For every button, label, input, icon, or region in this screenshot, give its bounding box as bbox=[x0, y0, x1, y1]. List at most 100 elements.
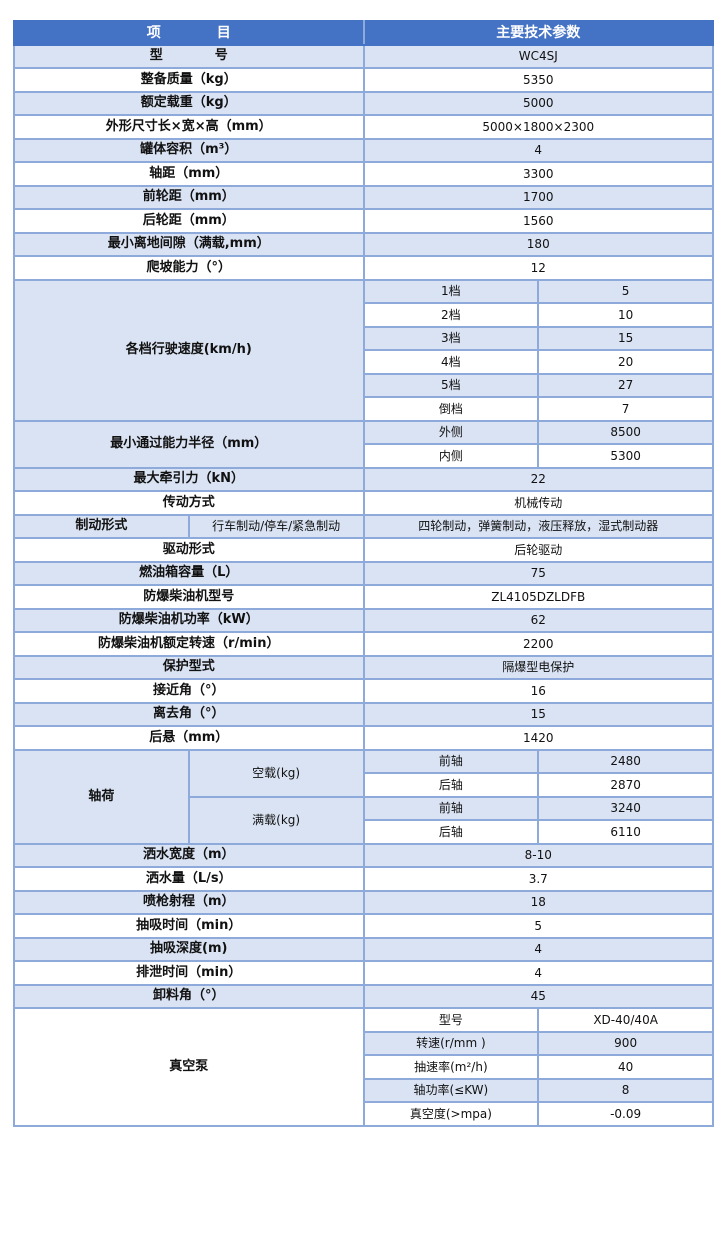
spec-value: 2480 bbox=[537, 748, 714, 774]
spec-label: 防爆柴油机额定转速（r/min） bbox=[13, 631, 365, 657]
table-row: 型 号 WC4SJ bbox=[13, 43, 714, 69]
spec-value: WC4SJ bbox=[362, 43, 714, 69]
table-row: 防爆柴油机型号 ZL4105DZLDFB bbox=[13, 584, 714, 610]
table-row: 额定载重（kg） 5000 bbox=[13, 90, 714, 116]
table-row: 真空泵 型号 XD-40/40A bbox=[13, 1007, 714, 1127]
spec-label: 驱动形式 bbox=[13, 537, 365, 563]
spec-value: 900 bbox=[537, 1030, 714, 1056]
spec-value: 1560 bbox=[362, 208, 714, 234]
spec-value: 180 bbox=[362, 231, 714, 257]
table-row: 抽吸深度(m) 4 bbox=[13, 936, 714, 962]
spec-value: 4 bbox=[362, 936, 714, 962]
spec-value: 5000 bbox=[362, 90, 714, 116]
table-row: 接近角（°） 16 bbox=[13, 678, 714, 704]
spec-label: 接近角（°） bbox=[13, 678, 365, 704]
spec-value: 20 bbox=[537, 349, 714, 375]
table-row: 3档 15 bbox=[14, 325, 714, 351]
spec-label: 额定载重（kg） bbox=[13, 90, 365, 116]
table-row: 驱动形式 后轮驱动 bbox=[13, 537, 714, 563]
spec-value: 5 bbox=[362, 913, 714, 939]
table-header-row: 项 目 主要技术参数 bbox=[13, 20, 714, 46]
spec-value: 行车制动/停车/紧急制动 bbox=[187, 513, 365, 539]
spec-label: 整备质量（kg） bbox=[13, 67, 365, 93]
spec-value: 真空度(>mpa) bbox=[362, 1101, 540, 1127]
spec-label: 防爆柴油机功率（kW） bbox=[13, 607, 365, 633]
spec-value: 四轮制动，弹簧制动，液压释放，湿式制动器 bbox=[362, 513, 714, 539]
spec-value: 前轴 bbox=[362, 795, 540, 821]
table-row: 制动形式 行车制动/停车/紧急制动 四轮制动，弹簧制动，液压释放，湿式制动器 bbox=[13, 513, 714, 539]
spec-value: 40 bbox=[537, 1054, 714, 1080]
spec-value: 转速(r/mm ) bbox=[362, 1030, 540, 1056]
spec-value: 75 bbox=[362, 560, 714, 586]
table-row: 防爆柴油机额定转速（r/min） 2200 bbox=[13, 631, 714, 657]
table-row: 最小离地间隙（满载,mm） 180 bbox=[13, 231, 714, 257]
spec-label: 各档行驶速度(km/h) bbox=[13, 278, 365, 422]
spec-value: 2870 bbox=[537, 772, 714, 798]
table-row: 喷枪射程（m） 18 bbox=[13, 889, 714, 915]
spec-label: 离去角（°） bbox=[13, 701, 365, 727]
spec-label: 抽吸时间（min） bbox=[13, 913, 365, 939]
spec-value: 满载(kg) bbox=[187, 795, 365, 845]
table-row: 保护型式 隔爆型电保护 bbox=[13, 654, 714, 680]
table-row: 整备质量（kg） 5350 bbox=[13, 67, 714, 93]
spec-value: 18 bbox=[362, 889, 714, 915]
spec-value: 1700 bbox=[362, 184, 714, 210]
spec-value: 5350 bbox=[362, 67, 714, 93]
table-row: 洒水量（L/s） 3.7 bbox=[13, 866, 714, 892]
spec-value: 4 bbox=[362, 960, 714, 986]
spec-label: 洒水量（L/s） bbox=[13, 866, 365, 892]
table-row: 真空度(>mpa) -0.09 bbox=[14, 1101, 714, 1127]
spec-value: 16 bbox=[362, 678, 714, 704]
spec-value: 抽速率(m²/h) bbox=[362, 1054, 540, 1080]
spec-value: 8500 bbox=[537, 419, 714, 445]
spec-label: 最小通过能力半径（mm） bbox=[13, 419, 365, 469]
table-row: 洒水宽度（m） 8-10 bbox=[13, 842, 714, 868]
table-row: 2档 10 bbox=[14, 302, 714, 328]
table-row: 后悬（mm） 1420 bbox=[13, 725, 714, 751]
spec-label: 外形尺寸长×宽×高（mm） bbox=[13, 114, 365, 140]
spec-value: 5档 bbox=[362, 372, 540, 398]
table-row: 抽吸时间（min） 5 bbox=[13, 913, 714, 939]
table-row: 卸料角（°） 45 bbox=[13, 983, 714, 1009]
spec-label: 后悬（mm） bbox=[13, 725, 365, 751]
spec-value: 后轴 bbox=[362, 819, 540, 845]
spec-value: 10 bbox=[537, 302, 714, 328]
spec-value: 12 bbox=[362, 255, 714, 281]
spec-value: 4档 bbox=[362, 349, 540, 375]
spec-value: 前轴 bbox=[362, 748, 540, 774]
spec-label: 轴荷 bbox=[13, 748, 190, 845]
table-row: 外形尺寸长×宽×高（mm） 5000×1800×2300 bbox=[13, 114, 714, 140]
spec-label: 真空泵 bbox=[13, 1007, 365, 1127]
spec-value: 45 bbox=[362, 983, 714, 1009]
spec-table: 项 目 主要技术参数 型 号 WC4SJ 整备质量（kg） 5350 额定载重（kg） 5… bbox=[13, 20, 714, 1127]
spec-label: 最小离地间隙（满载,mm） bbox=[13, 231, 365, 257]
spec-value: 2200 bbox=[362, 631, 714, 657]
table-row: 罐体容积（m³） 4 bbox=[13, 137, 714, 163]
spec-value: 3240 bbox=[537, 795, 714, 821]
spec-value: 型号 bbox=[362, 1007, 540, 1033]
spec-value: 机械传动 bbox=[362, 490, 714, 516]
spec-label: 保护型式 bbox=[13, 654, 365, 680]
spec-value: 4 bbox=[362, 137, 714, 163]
spec-value: 5 bbox=[537, 278, 714, 304]
spec-label: 燃油箱容量（L） bbox=[13, 560, 365, 586]
spec-value: 15 bbox=[537, 325, 714, 351]
spec-label: 型 号 bbox=[13, 43, 365, 69]
spec-value: 27 bbox=[537, 372, 714, 398]
spec-label: 罐体容积（m³） bbox=[13, 137, 365, 163]
spec-value: 22 bbox=[362, 466, 714, 492]
table-row: 倒档 7 bbox=[14, 396, 714, 422]
spec-value: 62 bbox=[362, 607, 714, 633]
table-row: 燃油箱容量（L） 75 bbox=[13, 560, 714, 586]
spec-value: ZL4105DZLDFB bbox=[362, 584, 714, 610]
table-row: 转速(r/mm ) 900 bbox=[14, 1030, 714, 1056]
spec-value: 1档 bbox=[362, 278, 540, 304]
table-row: 最大牵引力（kN） 22 bbox=[13, 466, 714, 492]
spec-label: 前轮距（mm） bbox=[13, 184, 365, 210]
spec-value: 5300 bbox=[537, 443, 714, 469]
spec-value: 15 bbox=[362, 701, 714, 727]
spec-value: 空载(kg) bbox=[187, 748, 365, 798]
spec-label: 喷枪射程（m） bbox=[13, 889, 365, 915]
spec-value: 6110 bbox=[537, 819, 714, 845]
table-row: 轴距（mm） 3300 bbox=[13, 161, 714, 187]
